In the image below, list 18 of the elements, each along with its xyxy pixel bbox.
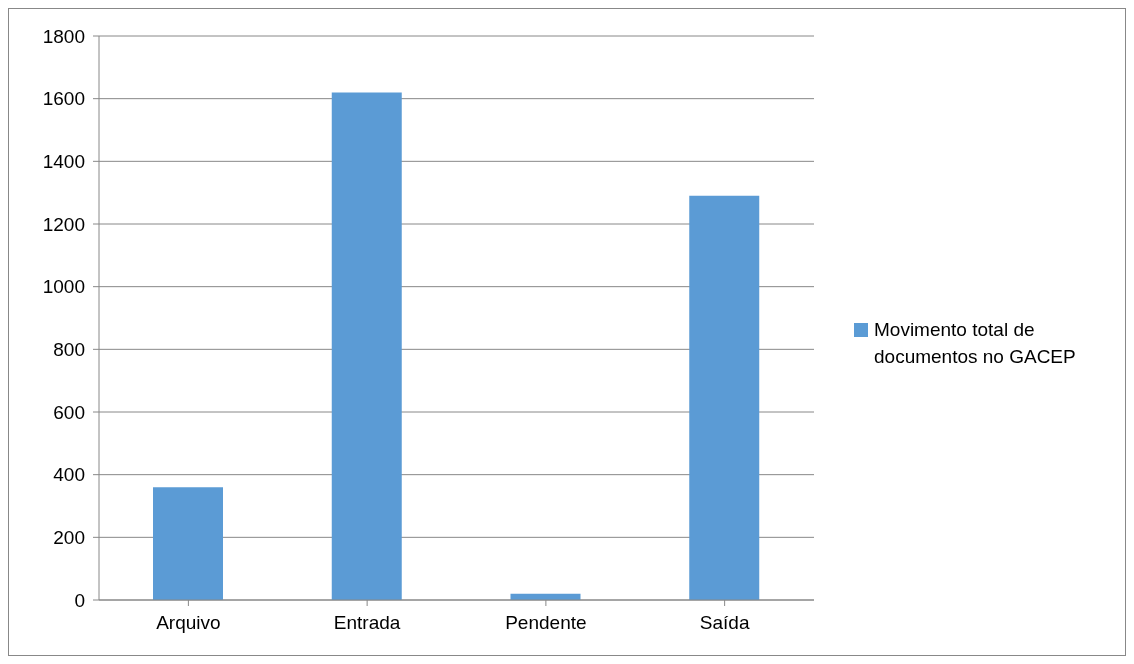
y-tick-label: 1000	[42, 276, 85, 298]
y-tick-label: 1200	[42, 213, 85, 235]
x-tick-label: Arquivo	[156, 612, 221, 634]
y-tick-label: 600	[53, 401, 85, 423]
x-tick-label: Pendente	[505, 612, 587, 634]
legend-label: Movimento total de documentos no GACEP	[874, 318, 1077, 369]
y-tick-label: 400	[53, 464, 85, 486]
bar	[331, 92, 402, 600]
x-tick-label: Saída	[699, 612, 750, 634]
y-tick-label: 800	[53, 339, 85, 361]
bar	[689, 195, 760, 600]
y-tick-label: 0	[74, 589, 85, 611]
y-tick-label: 200	[53, 527, 85, 549]
y-tick-label: 1400	[42, 151, 85, 173]
y-tick-label: 1800	[42, 25, 85, 47]
y-tick-label: 1600	[42, 88, 85, 110]
bar	[153, 487, 223, 600]
x-tick-label: Entrada	[333, 612, 401, 634]
